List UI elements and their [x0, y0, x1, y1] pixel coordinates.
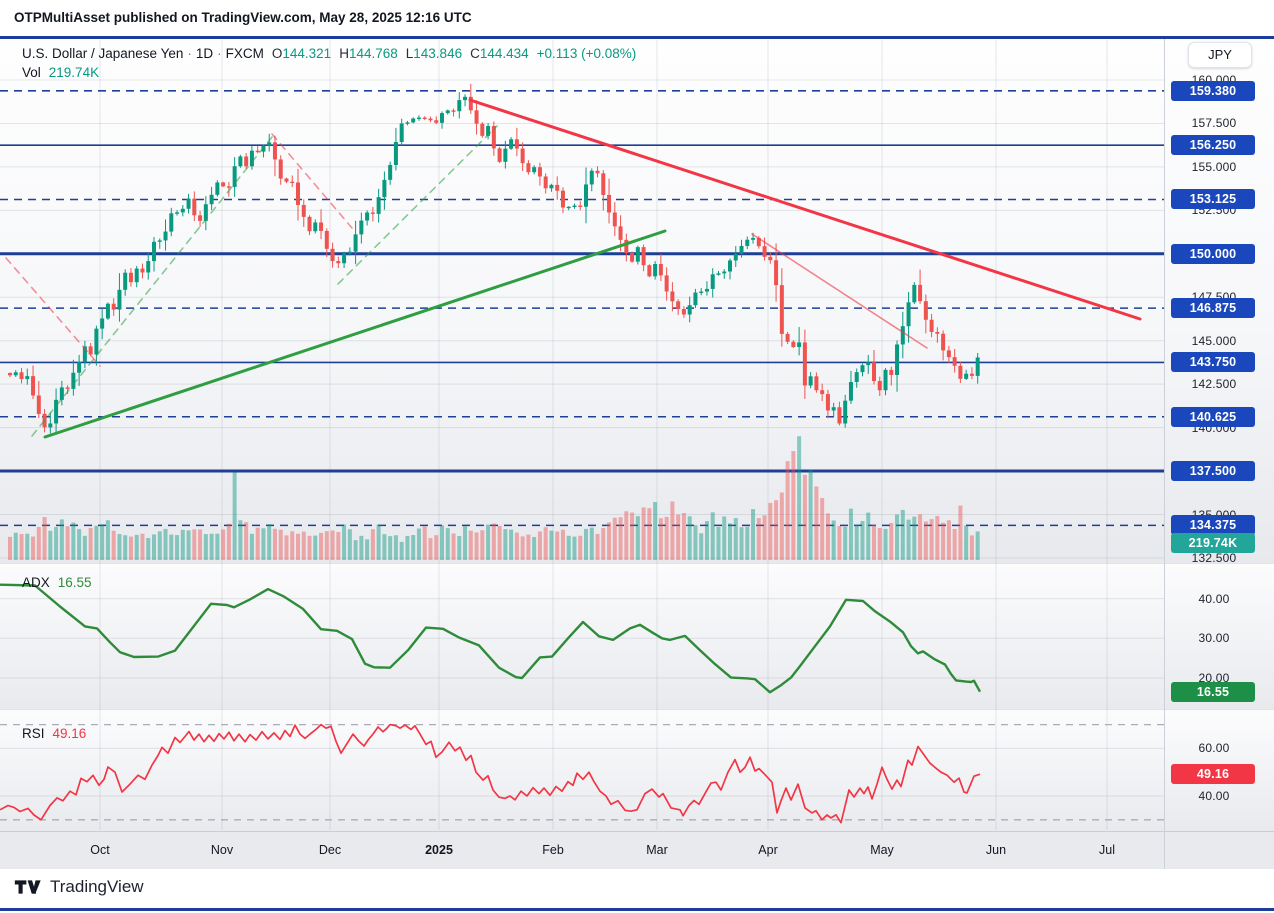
tradingview-logo-text: TradingView	[50, 877, 144, 896]
open-value: 144.321	[282, 46, 332, 61]
adx-pane[interactable]	[0, 563, 1274, 709]
top-border	[0, 36, 1274, 39]
price-axis-divider	[1164, 39, 1165, 869]
price-level-badge: 156.250	[1171, 135, 1255, 155]
price-level-badge: 137.500	[1171, 461, 1255, 481]
price-level-badge: 150.000	[1171, 244, 1255, 264]
high-label: H	[339, 46, 349, 61]
time-axis-label: Feb	[542, 843, 564, 857]
price-level-badge: 159.380	[1171, 81, 1255, 101]
attribution-text: OTPMultiAsset published on TradingView.c…	[14, 10, 472, 25]
high-value: 144.768	[348, 46, 398, 61]
price-axis-label: 145.000	[1191, 334, 1237, 348]
bottom-border	[0, 908, 1274, 911]
time-axis[interactable]: Oct Nov Dec 2025 Feb Mar Apr May Jun Jul	[0, 831, 1274, 869]
price-axis-label: 132.500	[1191, 551, 1237, 565]
price-level-badge: 143.750	[1171, 352, 1255, 372]
time-axis-label: Oct	[90, 843, 110, 857]
tradingview-logo[interactable]: TradingView	[14, 876, 144, 898]
tradingview-logo-icon	[14, 880, 41, 894]
time-axis-label: Jul	[1099, 843, 1115, 857]
adx-label: ADX	[22, 575, 50, 590]
rsi-label: RSI	[22, 726, 45, 741]
time-axis-label: May	[870, 843, 894, 857]
legend-row-main: U.S. Dollar / Japanese Yen · 1D · FXCM O144.3…	[22, 46, 637, 61]
time-axis-label: Nov	[210, 843, 234, 857]
volume-value: 219.74K	[48, 65, 100, 80]
price-axis-label: 155.000	[1191, 160, 1237, 174]
attribution-bar: OTPMultiAsset published on TradingView.c…	[0, 0, 1274, 36]
time-axis-label: Jun	[985, 843, 1007, 857]
close-label: C	[470, 46, 480, 61]
rsi-axis-label: 40.00	[1198, 789, 1230, 803]
adx-value: 16.55	[57, 575, 92, 590]
price-level-badge: 140.625	[1171, 407, 1255, 427]
price-level-badge: 153.125	[1171, 189, 1255, 209]
exchange-label: FXCM	[225, 46, 264, 61]
chart-legend: U.S. Dollar / Japanese Yen · 1D · FXCM O144.3…	[22, 44, 636, 82]
adx-legend: ADX 16.55	[22, 575, 92, 590]
time-axis-label: Dec	[318, 843, 342, 857]
adx-axis-label: 20.00	[1198, 671, 1230, 685]
main-price-pane[interactable]	[0, 39, 1274, 563]
time-axis-label: Mar	[646, 843, 668, 857]
volume-label: Vol	[22, 65, 41, 80]
low-label: L	[405, 46, 414, 61]
open-label: O	[271, 46, 283, 61]
change-value: +0.113 (+0.08%)	[536, 46, 637, 61]
low-value: 143.846	[413, 46, 463, 61]
volume-badge: 219.74K	[1171, 533, 1255, 553]
rsi-pane[interactable]	[0, 709, 1274, 831]
legend-row-volume: Vol 219.74K	[22, 63, 636, 82]
adx-axis-label: 40.00	[1198, 592, 1230, 606]
rsi-axis-label: 60.00	[1198, 741, 1230, 755]
price-axis-label: 157.500	[1191, 116, 1237, 130]
time-axis-label: Apr	[758, 843, 778, 857]
price-level-badge: 146.875	[1171, 298, 1255, 318]
currency-unit-button[interactable]: JPY	[1188, 42, 1252, 68]
rsi-legend: RSI 49.16	[22, 726, 86, 741]
rsi-value: 49.16	[52, 726, 87, 741]
time-axis-label: 2025	[425, 843, 453, 857]
price-axis-label: 142.500	[1191, 377, 1237, 391]
symbol-title: U.S. Dollar / Japanese Yen	[22, 46, 184, 61]
close-value: 144.434	[479, 46, 529, 61]
rsi-value-badge: 49.16	[1171, 764, 1255, 784]
price-level-badge: 134.375	[1171, 515, 1255, 535]
adx-value-badge: 16.55	[1171, 682, 1255, 702]
adx-axis-label: 30.00	[1198, 631, 1230, 645]
interval-label: 1D	[195, 46, 214, 61]
